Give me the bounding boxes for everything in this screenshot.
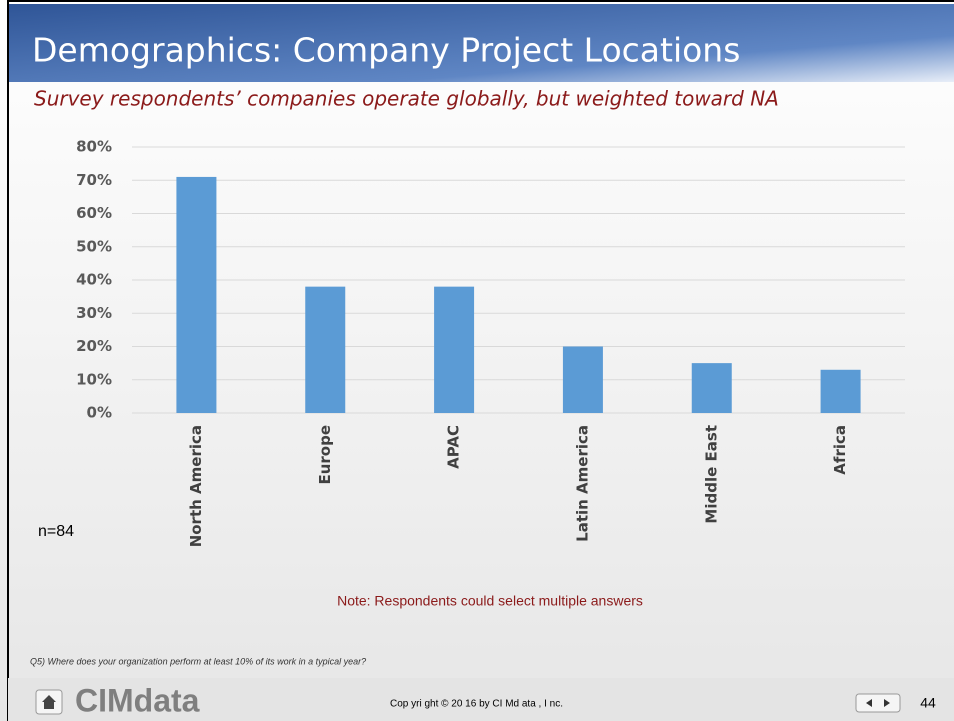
nav-arrows: [866, 699, 890, 707]
x-tick-label: Africa: [831, 425, 849, 475]
y-tick-label: 10%: [76, 370, 112, 388]
x-tick-label: APAC: [445, 425, 463, 469]
x-tick-label: Latin America: [573, 425, 591, 542]
title-band: [8, 4, 954, 82]
x-tick-label: North America: [187, 425, 205, 547]
y-tick-label: 20%: [76, 337, 112, 355]
y-tick-label: 0%: [87, 404, 112, 422]
bar: [305, 286, 346, 413]
y-tick-label: 80%: [76, 138, 112, 156]
y-tick-label: 50%: [76, 237, 112, 255]
x-tick-label: Europe: [316, 425, 334, 485]
note: Note: Respondents could select multiple …: [337, 593, 643, 609]
y-tick-label: 30%: [76, 304, 112, 322]
page-number: 44: [920, 695, 936, 711]
slide-title: Demographics: Company Project Locations: [32, 31, 740, 70]
y-tick-label: 40%: [76, 271, 112, 289]
bar: [176, 176, 217, 413]
bar: [434, 286, 475, 413]
x-tick-label: Middle East: [702, 425, 720, 524]
footer-bar: [8, 678, 954, 721]
bar: [691, 363, 732, 413]
home-icon: [42, 695, 56, 709]
logo: CIMdata: [75, 682, 200, 718]
y-tick-label: 70%: [76, 171, 112, 189]
copyright: Cop yri ght © 20 16 by CI Md ata , I nc.: [390, 699, 563, 710]
sample-size: n=84: [38, 523, 74, 540]
question: Q5) Where does your organization perform…: [30, 656, 366, 666]
subtitle: Survey respondents’ companies operate gl…: [34, 87, 779, 111]
bar: [820, 369, 861, 413]
bar: [562, 346, 603, 413]
nav-buttons[interactable]: [855, 693, 901, 713]
y-tick-label: 60%: [76, 204, 112, 222]
